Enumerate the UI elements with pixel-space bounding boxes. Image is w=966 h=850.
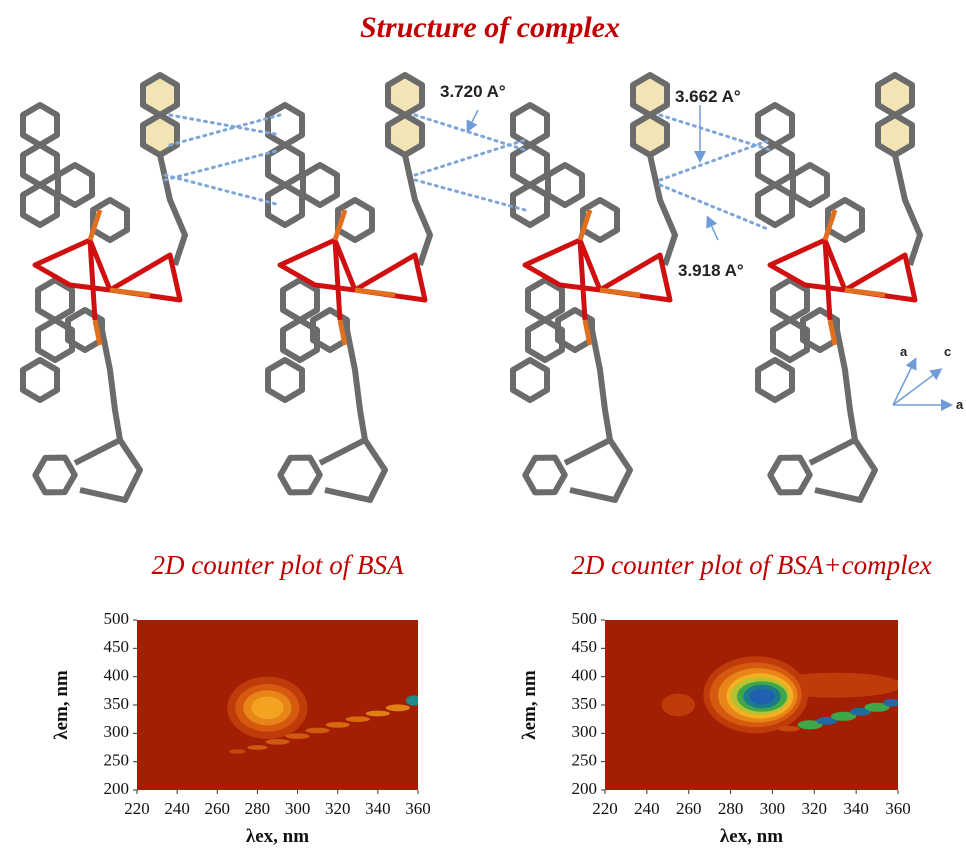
x-tick-label: 360: [405, 799, 431, 818]
contour-level: [883, 699, 900, 707]
contour-level: [366, 711, 390, 717]
x-tick-label: 360: [885, 799, 911, 818]
x-tick-label: 280: [245, 799, 271, 818]
contour-level: [749, 689, 774, 705]
contour-level: [386, 704, 410, 711]
x-tick-label: 300: [760, 799, 786, 818]
axis-indicator-label: a: [956, 397, 964, 412]
axis-indicator-label: c: [944, 344, 951, 359]
distance-label: 3.662 A°: [675, 87, 741, 106]
contour-level: [779, 726, 800, 732]
distance-label: 3.918 A°: [678, 261, 744, 280]
contour-level: [662, 694, 695, 717]
y-tick-label: 350: [572, 694, 598, 713]
x-tick-label: 260: [205, 799, 231, 818]
figure: Structure of complex 3.720 A° 3.662 A° 3…: [0, 0, 966, 850]
x-tick-label: 220: [124, 799, 150, 818]
plot-area: [605, 620, 902, 790]
x-tick-label: 340: [843, 799, 869, 818]
plot-area: [137, 620, 422, 790]
x-axis-label: λex, nm: [246, 826, 309, 847]
y-tick-label: 400: [572, 666, 598, 685]
contour-level: [306, 728, 330, 734]
chart-title: 2D counter plot of BSA: [152, 550, 404, 580]
y-tick-label: 500: [104, 609, 130, 628]
contour-level: [406, 695, 422, 705]
chart-title: 2D counter plot of BSA+complex: [571, 550, 931, 580]
y-tick-label: 500: [572, 609, 598, 628]
axes-indicator: [893, 360, 950, 405]
distance-label: 3.720 A°: [440, 82, 506, 101]
y-tick-label: 200: [572, 779, 598, 798]
x-tick-label: 220: [592, 799, 618, 818]
y-tick-label: 300: [104, 722, 130, 741]
contour-level: [326, 722, 350, 728]
y-tick-label: 250: [104, 751, 130, 770]
axis-indicator-label: a: [900, 344, 908, 359]
x-tick-label: 260: [676, 799, 702, 818]
crystal-structure: [23, 75, 920, 501]
y-axis-label: λem, nm: [51, 670, 72, 740]
contour-level: [286, 733, 310, 739]
x-axis-label: λex, nm: [720, 826, 783, 847]
x-tick-label: 320: [802, 799, 828, 818]
contour-level: [265, 739, 289, 745]
x-tick-label: 340: [365, 799, 391, 818]
y-tick-label: 200: [104, 779, 130, 798]
x-tick-label: 280: [718, 799, 744, 818]
y-axis-label: λem, nm: [519, 670, 540, 740]
y-tick-label: 350: [104, 694, 130, 713]
x-tick-label: 240: [164, 799, 190, 818]
y-tick-label: 450: [572, 637, 598, 656]
contour-level: [251, 697, 283, 720]
x-tick-label: 320: [325, 799, 351, 818]
x-tick-label: 300: [285, 799, 311, 818]
figure-title: Structure of complex: [360, 11, 620, 44]
contour-level: [346, 716, 370, 722]
y-tick-label: 300: [572, 722, 598, 741]
contour-level: [247, 745, 267, 750]
y-tick-label: 450: [104, 637, 130, 656]
x-tick-label: 240: [634, 799, 660, 818]
y-tick-label: 250: [572, 751, 598, 770]
contour-level: [229, 749, 245, 754]
y-tick-label: 400: [104, 666, 130, 685]
